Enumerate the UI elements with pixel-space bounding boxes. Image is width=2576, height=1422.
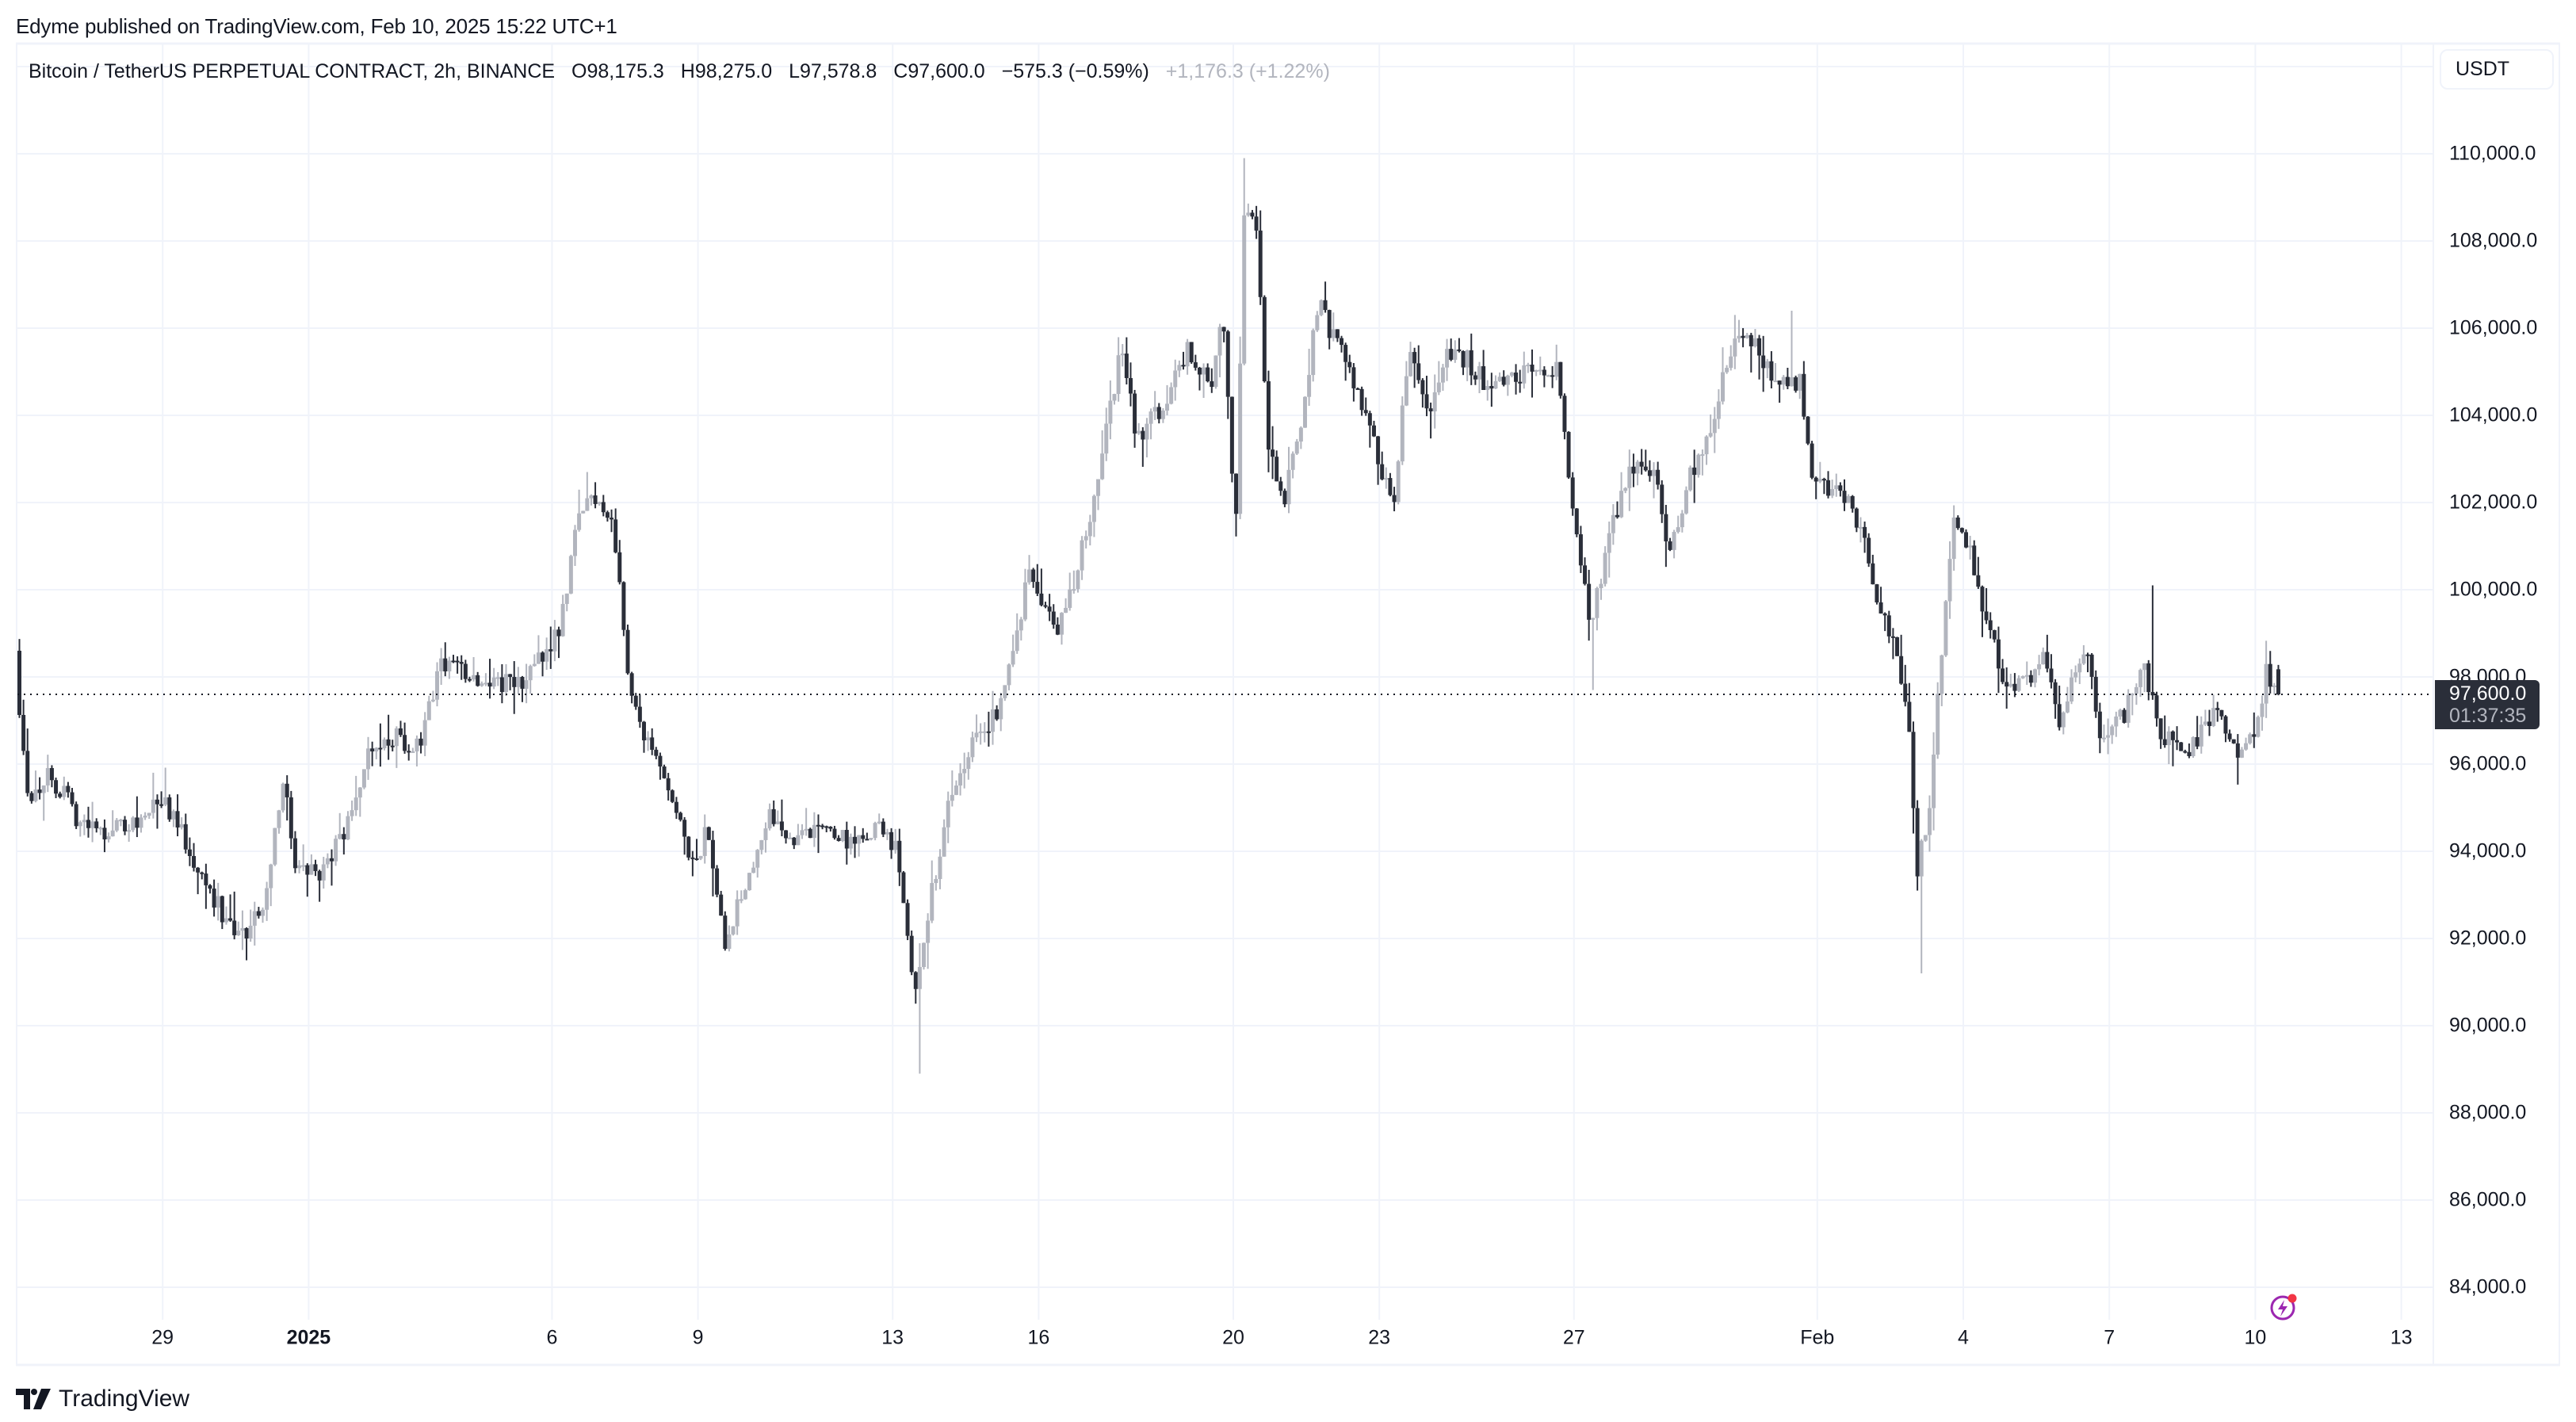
ohlc-high: H98,275.0 xyxy=(680,60,773,82)
currency-button[interactable]: USDT xyxy=(2440,49,2554,90)
ohlc-open: O98,175.3 xyxy=(571,60,664,82)
notification-dot-icon xyxy=(2287,1294,2297,1303)
ohlc-low: L97,578.8 xyxy=(789,60,877,82)
time-tick-label: 13 xyxy=(881,1326,904,1349)
time-tick-label: Feb xyxy=(1800,1326,1835,1349)
time-tick-label: 6 xyxy=(546,1326,558,1349)
time-tick-label: 9 xyxy=(692,1326,704,1349)
time-tick-label: 10 xyxy=(2244,1326,2267,1349)
price-tick-label: 90,000.0 xyxy=(2449,1014,2527,1037)
time-tick-label: 13 xyxy=(2390,1326,2413,1349)
symbol-legend: Bitcoin / TetherUS PERPETUAL CONTRACT, 2… xyxy=(29,60,1341,83)
time-tick-label: 29 xyxy=(151,1326,174,1349)
tradingview-logo-icon xyxy=(16,1389,51,1409)
ohlc-close: C97,600.0 xyxy=(893,60,985,82)
ohlc-change: −575.3 (−0.59%) xyxy=(1001,60,1149,82)
candle-countdown: 01:37:35 xyxy=(2449,705,2527,727)
footer-brand[interactable]: TradingView xyxy=(16,1386,189,1412)
price-tick-label: 88,000.0 xyxy=(2449,1101,2527,1124)
time-tick-label: 7 xyxy=(2104,1326,2115,1349)
symbol-title[interactable]: Bitcoin / TetherUS PERPETUAL CONTRACT, 2… xyxy=(29,60,556,82)
price-tick-label: 106,000.0 xyxy=(2449,316,2538,339)
price-tick-label: 96,000.0 xyxy=(2449,752,2527,775)
price-tick-label: 86,000.0 xyxy=(2449,1188,2527,1211)
candles xyxy=(17,158,2280,1074)
extra-change: +1,176.3 (+1.22%) xyxy=(1165,60,1330,82)
price-tick-label: 92,000.0 xyxy=(2449,927,2527,950)
price-tick-label: 108,000.0 xyxy=(2449,229,2538,252)
price-tick-label: 102,000.0 xyxy=(2449,491,2538,514)
time-tick-label: 16 xyxy=(1027,1326,1050,1349)
time-tick-label: 2025 xyxy=(286,1326,331,1349)
lightning-bolt-icon[interactable] xyxy=(2268,1292,2299,1322)
price-tick-label: 94,000.0 xyxy=(2449,839,2527,862)
time-tick-label: 27 xyxy=(1562,1326,1585,1349)
price-tick-label: 84,000.0 xyxy=(2449,1275,2527,1298)
time-tick-label: 4 xyxy=(1958,1326,1969,1349)
price-tick-label: 100,000.0 xyxy=(2449,578,2538,601)
price-tick-label: 104,000.0 xyxy=(2449,403,2538,426)
time-tick-label: 23 xyxy=(1368,1326,1391,1349)
price-tick-label: 110,000.0 xyxy=(2449,142,2536,165)
footer-brand-text: TradingView xyxy=(59,1386,190,1412)
published-by-line: Edyme published on TradingView.com, Feb … xyxy=(16,14,617,38)
last-price-label: 97,600.0 01:37:35 xyxy=(2435,680,2540,729)
time-tick-label: 20 xyxy=(1222,1326,1244,1349)
last-price-value: 97,600.0 xyxy=(2449,682,2527,705)
